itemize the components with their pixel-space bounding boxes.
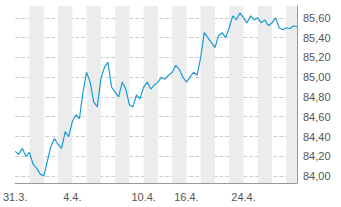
svg-text:24.4.: 24.4.: [231, 191, 255, 203]
svg-text:85,40: 85,40: [303, 32, 331, 44]
svg-text:10.4.: 10.4.: [131, 191, 155, 203]
svg-text:84,60: 84,60: [303, 111, 331, 123]
svg-text:84,20: 84,20: [303, 150, 331, 162]
svg-text:84,80: 84,80: [303, 91, 331, 103]
svg-text:16.4.: 16.4.: [174, 191, 198, 203]
svg-text:84,00: 84,00: [303, 170, 331, 182]
svg-text:31.3.: 31.3.: [3, 191, 27, 203]
svg-text:85,00: 85,00: [303, 71, 331, 83]
svg-text:4.4.: 4.4.: [63, 191, 81, 203]
svg-text:84,40: 84,40: [303, 131, 331, 143]
svg-text:85,20: 85,20: [303, 51, 331, 63]
svg-text:85,60: 85,60: [303, 12, 331, 24]
